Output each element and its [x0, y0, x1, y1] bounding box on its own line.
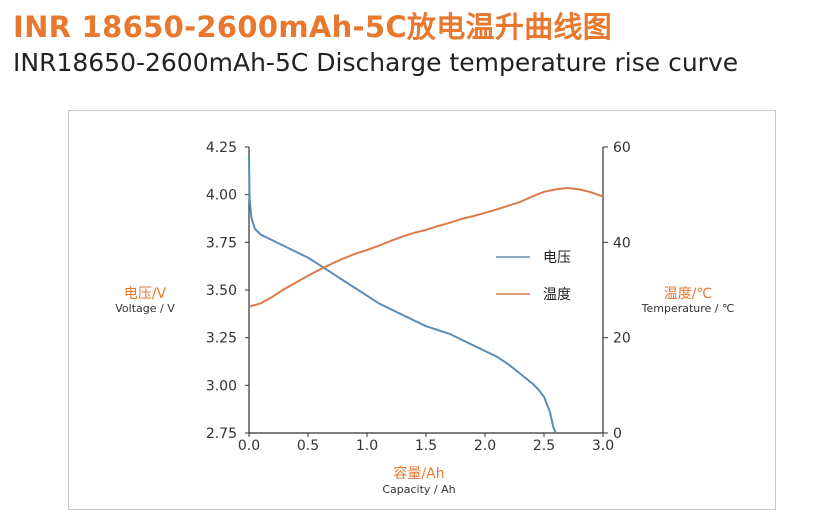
y-left-tick-label: 3.75 — [206, 235, 237, 251]
y-left-label-cn: 电压/V — [124, 286, 167, 302]
y-left-tick-label: 4.00 — [206, 188, 237, 204]
x-label-cn: 容量/Ah — [393, 465, 444, 482]
x-tick-label: 0.5 — [297, 438, 319, 454]
y-left-tick-label: 3.25 — [206, 331, 237, 347]
y-right-tick-label: 20 — [613, 331, 631, 347]
chart-frame — [68, 110, 776, 510]
x-tick-label: 1.0 — [356, 438, 378, 454]
series-line-voltage — [248, 156, 557, 434]
y-left-label-en: Voltage / V — [115, 302, 175, 315]
y-left-tick-label: 4.25 — [206, 140, 237, 156]
series-line-temperature — [248, 187, 604, 308]
y-left-tick-label: 3.50 — [206, 283, 237, 299]
y-left-tick-label: 3.00 — [206, 378, 237, 394]
x-tick-label: 0.0 — [238, 438, 260, 454]
x-tick-label: 3.0 — [592, 438, 614, 454]
chart-title-en: INR18650-2600mAh-5C Discharge temperatur… — [13, 48, 739, 77]
legend-label-voltage: 电压 — [543, 250, 571, 266]
y-left-tick-label: 2.75 — [206, 426, 237, 442]
y-right-label-en: Temperature / ℃ — [641, 302, 735, 315]
y-right-tick-label: 0 — [613, 426, 622, 442]
x-label-en: Capacity / Ah — [382, 483, 455, 496]
chart-title-cn: INR 18650-2600mAh-5C放电温升曲线图 — [13, 10, 613, 44]
y-right-label-cn: 温度/℃ — [664, 286, 712, 302]
legend-label-temperature: 温度 — [543, 287, 571, 303]
y-right-tick-label: 60 — [613, 140, 631, 156]
x-tick-label: 2.0 — [474, 438, 496, 454]
x-tick-label: 1.5 — [415, 438, 437, 454]
y-right-tick-label: 40 — [613, 235, 631, 251]
x-tick-label: 2.5 — [533, 438, 555, 454]
